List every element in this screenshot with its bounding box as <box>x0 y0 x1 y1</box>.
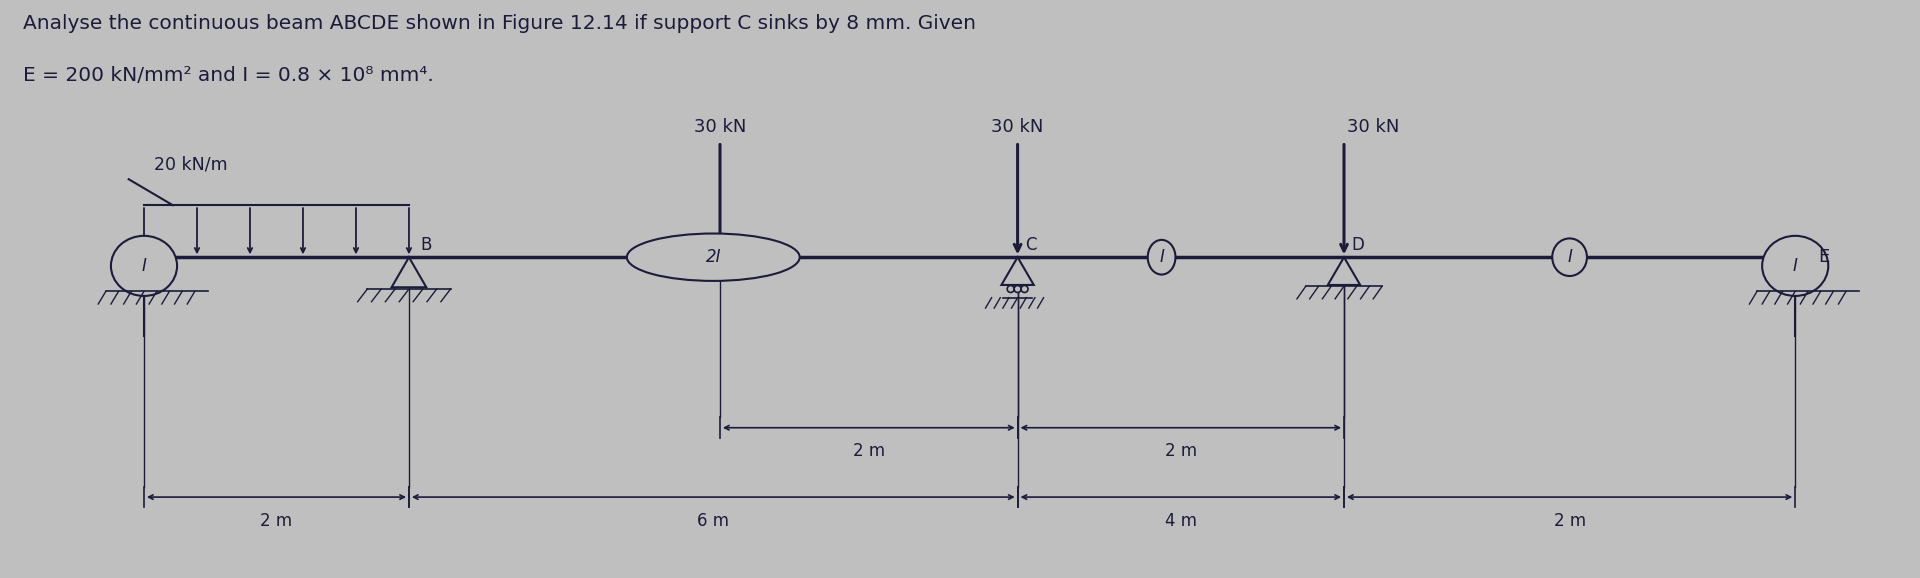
Polygon shape <box>1329 257 1359 285</box>
Ellipse shape <box>111 236 177 296</box>
Text: 2 m: 2 m <box>261 512 292 529</box>
Text: 2 m: 2 m <box>1165 442 1196 460</box>
Text: 4 m: 4 m <box>1165 512 1196 529</box>
Text: 2I: 2I <box>705 248 722 266</box>
Text: I: I <box>1160 248 1164 266</box>
Text: I: I <box>1567 248 1572 266</box>
Text: 30 kN: 30 kN <box>693 118 747 136</box>
Polygon shape <box>392 257 426 287</box>
Text: E: E <box>1818 248 1830 266</box>
Ellipse shape <box>1763 236 1828 296</box>
Text: I: I <box>1793 257 1797 275</box>
Text: 30 kN: 30 kN <box>1346 118 1400 136</box>
Text: D: D <box>1352 236 1365 254</box>
Text: Analyse the continuous beam ABCDE shown in Figure 12.14 if support C sinks by 8 : Analyse the continuous beam ABCDE shown … <box>23 14 975 34</box>
Text: 30 kN: 30 kN <box>991 118 1044 136</box>
Text: B: B <box>420 236 432 254</box>
Text: 20 kN/m: 20 kN/m <box>154 155 227 173</box>
Text: 6 m: 6 m <box>697 512 730 529</box>
Ellipse shape <box>1008 286 1014 292</box>
Ellipse shape <box>1014 286 1021 292</box>
Ellipse shape <box>1021 286 1027 292</box>
Ellipse shape <box>1551 238 1588 276</box>
Polygon shape <box>127 258 161 290</box>
Text: I: I <box>142 257 146 275</box>
Text: C: C <box>1025 236 1037 254</box>
Text: 2 m: 2 m <box>1553 512 1586 529</box>
Polygon shape <box>1778 258 1812 290</box>
Ellipse shape <box>1148 240 1175 275</box>
Text: E = 200 kN/mm² and I = 0.8 × 10⁸ mm⁴.: E = 200 kN/mm² and I = 0.8 × 10⁸ mm⁴. <box>23 66 434 86</box>
Polygon shape <box>1002 257 1033 285</box>
Ellipse shape <box>626 234 799 281</box>
Text: 2 m: 2 m <box>852 442 885 460</box>
